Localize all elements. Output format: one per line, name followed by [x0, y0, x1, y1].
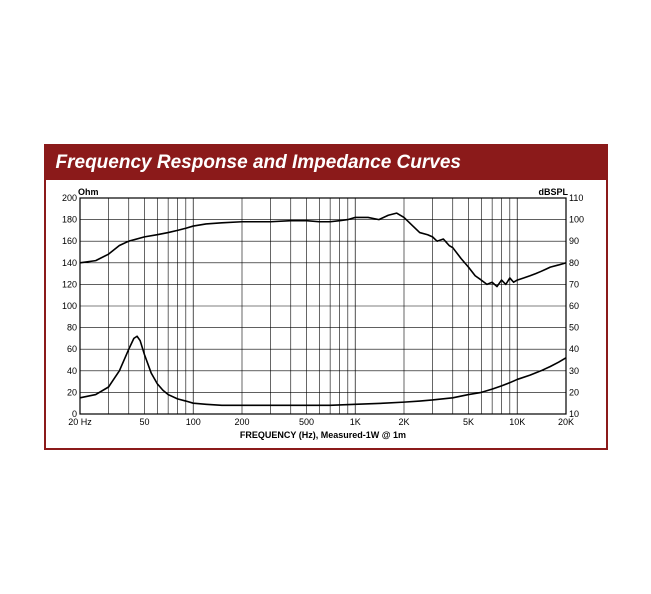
- svg-text:70: 70: [569, 279, 579, 289]
- svg-text:1K: 1K: [349, 417, 360, 427]
- svg-text:60: 60: [66, 344, 76, 354]
- svg-text:5K: 5K: [462, 417, 473, 427]
- svg-text:20: 20: [569, 387, 579, 397]
- svg-text:FREQUENCY (Hz), Measured-1W @: FREQUENCY (Hz), Measured-1W @ 1m: [239, 430, 405, 440]
- svg-text:100: 100: [61, 301, 76, 311]
- svg-text:20: 20: [66, 387, 76, 397]
- svg-text:200: 200: [61, 193, 76, 203]
- svg-text:40: 40: [66, 366, 76, 376]
- svg-text:140: 140: [61, 258, 76, 268]
- svg-text:2K: 2K: [398, 417, 409, 427]
- svg-text:160: 160: [61, 236, 76, 246]
- chart-svg: 0204060801001201401601802001020304050607…: [54, 186, 594, 444]
- svg-text:Ohm: Ohm: [78, 187, 99, 197]
- svg-text:60: 60: [569, 301, 579, 311]
- svg-text:50: 50: [139, 417, 149, 427]
- svg-text:10K: 10K: [509, 417, 525, 427]
- svg-text:90: 90: [569, 236, 579, 246]
- plot-area: 0204060801001201401601802001020304050607…: [46, 180, 606, 448]
- svg-text:200: 200: [234, 417, 249, 427]
- svg-text:80: 80: [569, 258, 579, 268]
- chart-container: Frequency Response and Impedance Curves …: [44, 144, 608, 450]
- svg-text:50: 50: [569, 323, 579, 333]
- svg-text:100: 100: [569, 215, 584, 225]
- svg-text:30: 30: [569, 366, 579, 376]
- svg-text:100: 100: [185, 417, 200, 427]
- svg-text:20K: 20K: [557, 417, 573, 427]
- svg-text:110: 110: [569, 193, 583, 203]
- svg-text:120: 120: [61, 279, 76, 289]
- svg-text:20 Hz: 20 Hz: [68, 417, 92, 427]
- svg-text:80: 80: [66, 323, 76, 333]
- svg-text:40: 40: [569, 344, 579, 354]
- svg-text:dBSPL: dBSPL: [538, 187, 568, 197]
- chart-title: Frequency Response and Impedance Curves: [46, 146, 606, 180]
- svg-text:180: 180: [61, 215, 76, 225]
- svg-text:500: 500: [298, 417, 313, 427]
